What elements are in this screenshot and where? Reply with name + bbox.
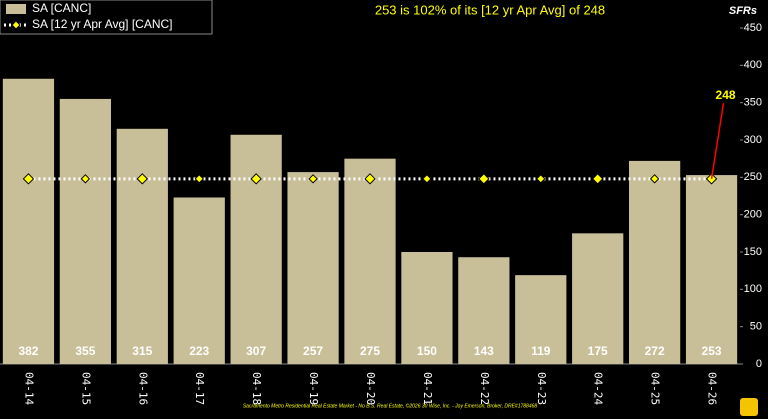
avg-marker: [364, 173, 376, 185]
y-tick-label: 400: [744, 59, 762, 71]
data-label: 143: [474, 344, 494, 358]
y-tick-label: 100: [744, 283, 762, 295]
bar: [629, 160, 681, 364]
x-tick-label: 04-21: [421, 372, 434, 405]
data-label: 175: [588, 344, 608, 358]
data-label: 272: [645, 344, 665, 358]
data-label: 307: [246, 344, 266, 358]
bar: [685, 175, 738, 364]
data-label: 257: [303, 344, 323, 358]
legend-marker: [11, 20, 21, 30]
logo: [740, 398, 758, 416]
legend-swatch: [6, 4, 26, 14]
x-tick-label: 04-20: [364, 372, 377, 405]
x-tick-label: 04-22: [478, 372, 491, 405]
legend-box: [0, 0, 213, 35]
x-tick-label: 04-14: [22, 372, 35, 405]
bar: [173, 197, 225, 364]
avg-marker: [422, 174, 432, 184]
avg-marker: [478, 173, 490, 185]
x-tick-label: 04-16: [136, 372, 149, 405]
data-label: 315: [132, 344, 152, 358]
y-tick-label: 200: [744, 209, 762, 221]
x-tick-label: 04-26: [706, 372, 719, 405]
y-tick-label: 150: [744, 246, 762, 258]
avg-marker: [136, 173, 149, 185]
bar: [344, 158, 396, 364]
avg-marker: [308, 174, 318, 184]
y-tick-label: 50: [750, 321, 762, 333]
bar: [287, 172, 339, 364]
callout-line: [710, 102, 725, 179]
footer: Sacramento Metro Residential Real Estate…: [243, 402, 538, 409]
y-axis-label: SFRs: [729, 5, 757, 17]
data-label: 382: [18, 344, 38, 358]
bar: [515, 275, 567, 364]
x-tick-label: 04-17: [193, 372, 206, 405]
avg-marker: [705, 173, 718, 185]
x-tick-label: 04-24: [592, 372, 605, 405]
y-tick-label: 0: [756, 358, 762, 370]
x-tick-label: 04-25: [649, 372, 662, 405]
data-label: 150: [417, 344, 437, 358]
y-tick-label: 250: [744, 171, 762, 183]
bar: [572, 233, 624, 364]
x-tick-label: 04-18: [250, 372, 263, 405]
y-tick-label: 350: [744, 97, 762, 109]
x-tick-label: 04-19: [307, 372, 320, 405]
bar: [2, 78, 55, 365]
chart-title: 253 is 102% of its [12 yr Apr Avg] of 24…: [375, 2, 605, 17]
avg-marker: [649, 174, 660, 184]
callout: 248: [716, 88, 736, 102]
data-label: 223: [189, 344, 209, 358]
data-label: 253: [702, 344, 722, 358]
bar: [230, 134, 282, 364]
avg-marker: [250, 173, 262, 185]
avg-marker: [536, 174, 546, 184]
bar: [59, 98, 111, 364]
avg-marker: [591, 173, 604, 185]
y-tick-label: 450: [744, 22, 762, 34]
x-tick-label: 04-23: [535, 372, 548, 405]
avg-marker: [22, 173, 35, 185]
bar: [116, 128, 168, 364]
bar: [401, 252, 453, 364]
legend-label: SA [CANC]: [32, 1, 91, 15]
avg-marker: [194, 174, 204, 184]
legend-label: SA [12 yr Apr Avg] [CANC]: [32, 17, 173, 31]
data-label: 355: [75, 344, 95, 358]
data-label: 275: [360, 344, 380, 358]
x-tick-label: 04-15: [79, 372, 92, 405]
data-label: 119: [531, 344, 551, 358]
avg-marker: [80, 174, 91, 184]
bar: [458, 257, 510, 364]
y-tick-label: 300: [744, 134, 762, 146]
